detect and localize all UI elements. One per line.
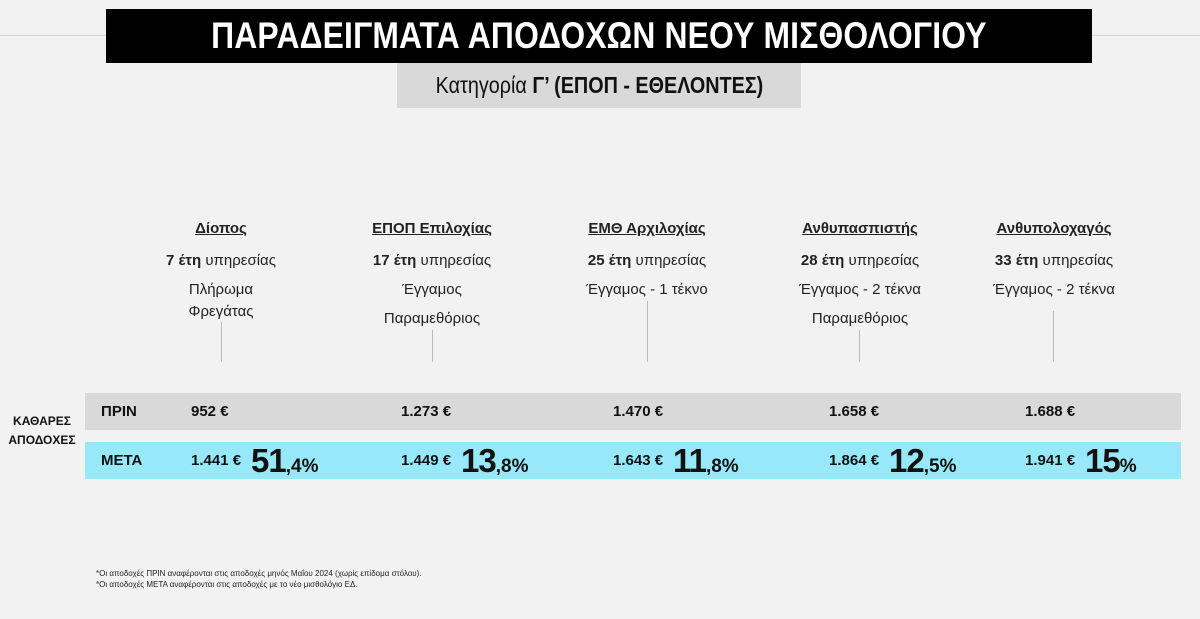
connector-line-2 — [432, 330, 433, 362]
increase-percent: 12,5% — [889, 442, 956, 480]
after-value: 1.864 € — [829, 452, 880, 469]
before-row-label: ΠΡΙΝ — [101, 403, 137, 420]
connector-line-3 — [647, 301, 648, 362]
years-suffix: υπηρεσίας — [416, 252, 492, 269]
years-suffix: υπηρεσίας — [631, 252, 707, 269]
after-value: 1.643 € — [613, 452, 664, 469]
percent-int: 15 — [1085, 441, 1121, 479]
after-row-label: ΜΕΤΑ — [101, 452, 143, 469]
connector-line-1 — [221, 322, 222, 362]
rank-title: Ανθυπασπιστής — [802, 220, 918, 237]
detail-line: Παραμεθόριος — [811, 310, 909, 327]
increase-percent: 13,8% — [461, 442, 528, 480]
after-cell-4: 1.864 € 12,5% — [829, 442, 957, 479]
detail-line: Φρεγάτας — [188, 303, 254, 320]
before-row: ΠΡΙΝ 952 € 1.273 € 1.470 € 1.658 € 1.688… — [85, 393, 1181, 430]
percent-dec: ,8% — [705, 455, 739, 477]
before-value-2: 1.273 € — [401, 403, 452, 420]
before-value-5: 1.688 € — [1025, 403, 1076, 420]
before-value-3: 1.470 € — [613, 403, 664, 420]
service-years: 33 έτη υπηρεσίας — [944, 246, 1164, 275]
rank-column-1: Δίοπος 7 έτη υπηρεσίας Πλήρωμα Φρεγάτας — [111, 218, 331, 323]
increase-percent: 11,8% — [673, 442, 739, 480]
after-value: 1.941 € — [1025, 452, 1076, 469]
rank-column-5: Ανθυπολοχαγός 33 έτη υπηρεσίας Έγγαμος -… — [944, 218, 1164, 304]
percent-int: 51 — [251, 441, 287, 479]
after-cell-3: 1.643 € 11,8% — [613, 442, 739, 479]
years-value: 33 έτη — [994, 252, 1039, 269]
service-years: 17 έτη υπηρεσίας — [322, 246, 542, 275]
category-subtitle-prefix: Κατηγορία — [435, 72, 532, 98]
years-value: 28 έτη — [800, 252, 845, 269]
page-title: ΠΑΡΑΔΕΙΓΜΑΤΑ ΑΠΟΔΟΧΩΝ ΝΕΟΥ ΜΙΣΘΟΛΟΓΙΟΥ — [106, 9, 1092, 63]
years-suffix: υπηρεσίας — [201, 252, 276, 269]
service-years: 7 έτη υπηρεσίας — [111, 246, 331, 275]
connector-line-5 — [1053, 311, 1054, 362]
years-value: 25 έτη — [587, 252, 632, 269]
before-value-4: 1.658 € — [829, 403, 880, 420]
before-value-1: 952 € — [191, 403, 229, 420]
percent-int: 11 — [673, 441, 707, 479]
detail-line: Έγγαμος - 2 τέκνα — [799, 281, 921, 298]
service-years: 28 έτη υπηρεσίας — [750, 246, 970, 275]
rank-title: ΕΠΟΠ Επιλοχίας — [372, 220, 492, 237]
footnote-after: *Οι αποδοχές ΜΕΤΑ αναφέρονται στις αποδο… — [96, 580, 358, 589]
rank-title: Δίοπος — [195, 220, 247, 237]
after-value: 1.441 € — [191, 452, 242, 469]
category-subtitle-inner: Κατηγορία Γ’ (ΕΠΟΠ - ΕΘΕΛΟΝΤΕΣ) — [435, 72, 763, 99]
rank-column-2: ΕΠΟΠ Επιλοχίας 17 έτη υπηρεσίας Έγγαμος … — [322, 218, 542, 333]
years-suffix: υπηρεσίας — [844, 252, 920, 269]
rank-title: ΕΜΘ Αρχιλοχίας — [588, 220, 706, 237]
page-title-text: ΠΑΡΑΔΕΙΓΜΑΤΑ ΑΠΟΔΟΧΩΝ ΝΕΟΥ ΜΙΣΘΟΛΟΓΙΟΥ — [211, 15, 987, 56]
detail-line: Παραμεθόριος — [383, 310, 481, 327]
percent-dec: % — [1119, 455, 1137, 477]
after-cell-1: 1.441 € 51,4% — [191, 442, 319, 479]
net-earnings-label-line1: ΚΑΘΑΡΕΣ — [13, 414, 71, 428]
after-cell-5: 1.941 € 15% — [1025, 442, 1137, 479]
net-earnings-label-line2: ΑΠΟΔΟΧΕΣ — [8, 433, 76, 447]
years-suffix: υπηρεσίας — [1038, 252, 1114, 269]
category-subtitle: Κατηγορία Γ’ (ΕΠΟΠ - ΕΘΕΛΟΝΤΕΣ) — [397, 63, 801, 108]
percent-int: 13 — [461, 441, 497, 479]
footnote-before: *Οι αποδοχές ΠΡΙΝ αναφέρονται στις αποδο… — [96, 569, 422, 578]
rank-column-3: ΕΜΘ Αρχιλοχίας 25 έτη υπηρεσίας Έγγαμος … — [537, 218, 757, 304]
percent-dec: ,5% — [923, 455, 957, 477]
after-row: ΜΕΤΑ 1.441 € 51,4% 1.449 € 13,8% 1.643 €… — [85, 442, 1181, 479]
years-value: 7 έτη — [166, 252, 202, 269]
years-value: 17 έτη — [372, 252, 417, 269]
percent-int: 12 — [889, 441, 925, 479]
increase-percent: 51,4% — [251, 442, 318, 480]
percent-dec: ,8% — [495, 455, 529, 477]
detail-line: Έγγαμος - 1 τέκνο — [586, 281, 708, 298]
category-subtitle-bold: Γ’ (ΕΠΟΠ - ΕΘΕΛΟΝΤΕΣ) — [531, 72, 763, 98]
detail-line: Έγγαμος — [402, 281, 462, 298]
after-value: 1.449 € — [401, 452, 452, 469]
service-years: 25 έτη υπηρεσίας — [537, 246, 757, 275]
after-cell-2: 1.449 € 13,8% — [401, 442, 529, 479]
detail-line: Έγγαμος - 2 τέκνα — [993, 281, 1115, 298]
detail-line: Πλήρωμα — [188, 281, 254, 298]
increase-percent: 15% — [1085, 442, 1137, 480]
rank-title: Ανθυπολοχαγός — [996, 220, 1112, 237]
percent-dec: ,4% — [285, 455, 319, 477]
net-earnings-label: ΚΑΘΑΡΕΣ ΑΠΟΔΟΧΕΣ — [4, 412, 80, 450]
footnotes: *Οι αποδοχές ΠΡΙΝ αναφέρονται στις αποδο… — [96, 568, 422, 590]
rank-column-4: Ανθυπασπιστής 28 έτη υπηρεσίας Έγγαμος -… — [750, 218, 970, 333]
connector-line-4 — [859, 330, 860, 362]
